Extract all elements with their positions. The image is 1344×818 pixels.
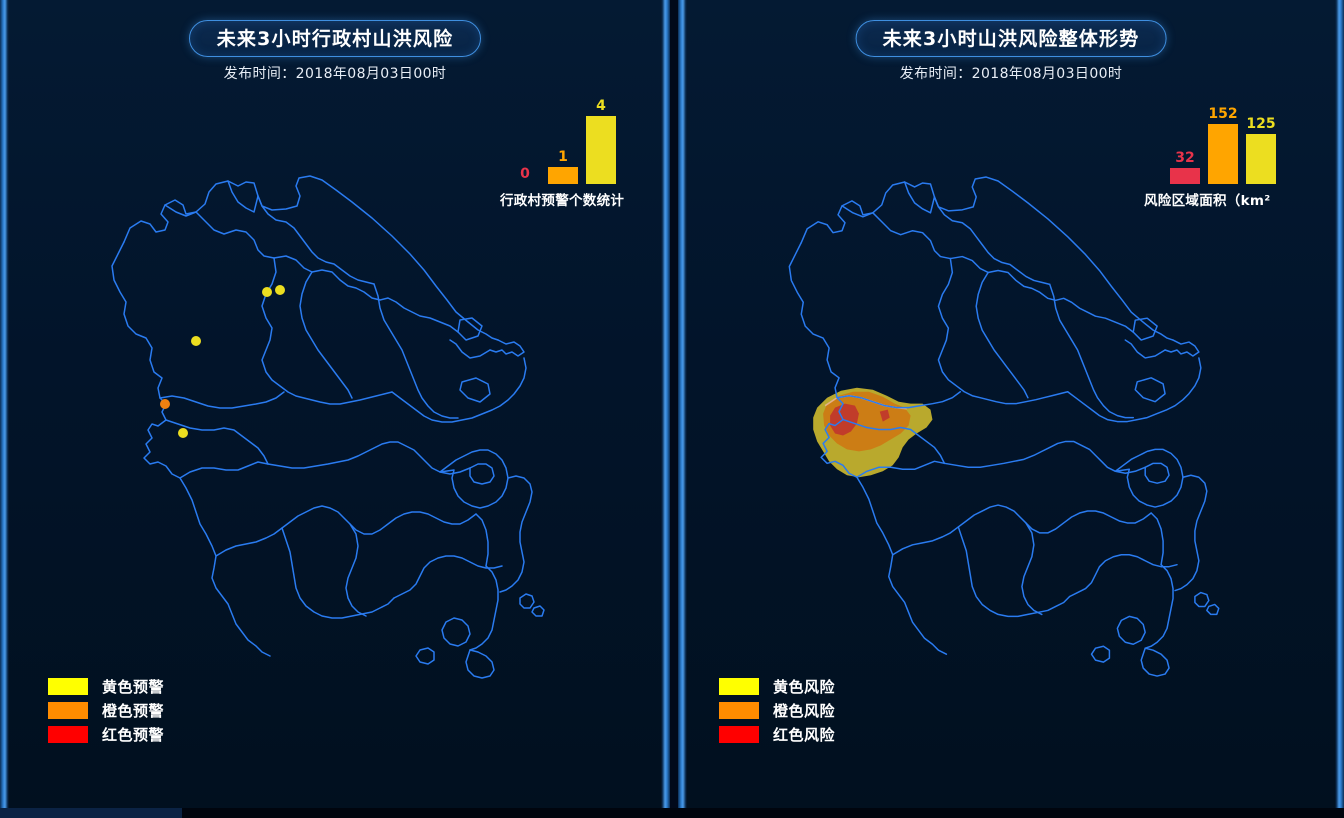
bar-value-red: 0 — [520, 166, 530, 182]
map-markers — [160, 285, 285, 438]
right-panel-publish-time: 发布时间：2018年08月03日00时 — [899, 66, 1123, 82]
legend-swatch-yellow — [48, 678, 88, 695]
legend-label-yellow: 黄色预警 — [102, 678, 165, 696]
legend-swatch-red — [719, 726, 759, 743]
legend-swatch-yellow — [719, 678, 759, 695]
legend-label-orange: 橙色风险 — [773, 702, 836, 720]
bar-orange[interactable]: 1 — [546, 150, 580, 184]
left-panel-title: 未来3小时行政村山洪风险 — [189, 20, 481, 57]
left-chart-caption: 行政村预警个数统计 — [500, 193, 625, 209]
legend-label-red: 红色风险 — [773, 726, 836, 744]
bottom-strip-segment-left — [0, 808, 182, 818]
left-bar-chart: 0 1 4 行政村预警个数统计 — [500, 99, 625, 209]
right-panel-map[interactable] — [678, 0, 1344, 700]
right-panel-title: 未来3小时山洪风险整体形势 — [855, 20, 1167, 57]
left-legend: 黄色预警 橙色预警 红色预警 — [48, 675, 164, 747]
marker-yellow-4 — [178, 428, 188, 438]
bar-orange[interactable]: 152 — [1206, 107, 1240, 184]
risk-zone-red-small — [879, 409, 890, 422]
legend-swatch-red — [48, 726, 88, 743]
map-boundaries — [788, 176, 1220, 677]
legend-item-red[interactable]: 红色预警 — [48, 723, 164, 746]
bar-red[interactable]: 32 — [1168, 151, 1202, 184]
legend-swatch-orange — [719, 702, 759, 719]
bar-value-orange: 1 — [558, 149, 568, 165]
bar-yellow[interactable]: 125 — [1244, 117, 1278, 184]
legend-label-red: 红色预警 — [102, 726, 165, 744]
legend-item-red[interactable]: 红色风险 — [719, 723, 835, 746]
left-panel-map[interactable] — [0, 0, 670, 700]
legend-swatch-orange — [48, 702, 88, 719]
legend-item-yellow[interactable]: 黄色预警 — [48, 675, 164, 698]
marker-yellow-2 — [275, 285, 285, 295]
left-panel-publish-time: 发布时间：2018年08月03日00时 — [223, 66, 447, 82]
map-boundaries — [111, 175, 525, 657]
right-legend: 黄色风险 橙色风险 红色风险 — [719, 675, 835, 747]
bar-yellow[interactable]: 4 — [584, 99, 618, 184]
marker-orange-1 — [160, 399, 170, 409]
marker-yellow-3 — [191, 336, 201, 346]
legend-item-orange[interactable]: 橙色风险 — [719, 699, 835, 722]
marker-yellow-1 — [262, 287, 272, 297]
bar-value-yellow: 125 — [1246, 116, 1276, 132]
legend-label-yellow: 黄色风险 — [773, 678, 836, 696]
right-bar-chart: 32 152 125 风险区域面积（km² — [1144, 107, 1278, 209]
legend-item-yellow[interactable]: 黄色风险 — [719, 675, 835, 698]
bar-value-yellow: 4 — [596, 98, 606, 114]
bar-red[interactable]: 0 — [508, 167, 542, 184]
right-panel: 未来3小时山洪风险整体形势 发布时间：2018年08月03日00时 — [678, 0, 1344, 808]
map-districts — [159, 180, 545, 679]
legend-label-orange: 橙色预警 — [102, 702, 165, 720]
bar-value-red: 32 — [1175, 150, 1195, 166]
bottom-strip — [0, 808, 1344, 818]
left-panel: 未来3小时行政村山洪风险 发布时间：2018年08月03日00时 — [0, 0, 670, 808]
right-chart-caption: 风险区域面积（km² — [1144, 193, 1271, 209]
legend-item-orange[interactable]: 橙色预警 — [48, 699, 164, 722]
bottom-strip-segment-right — [182, 808, 1344, 818]
bar-value-orange: 152 — [1208, 106, 1238, 122]
